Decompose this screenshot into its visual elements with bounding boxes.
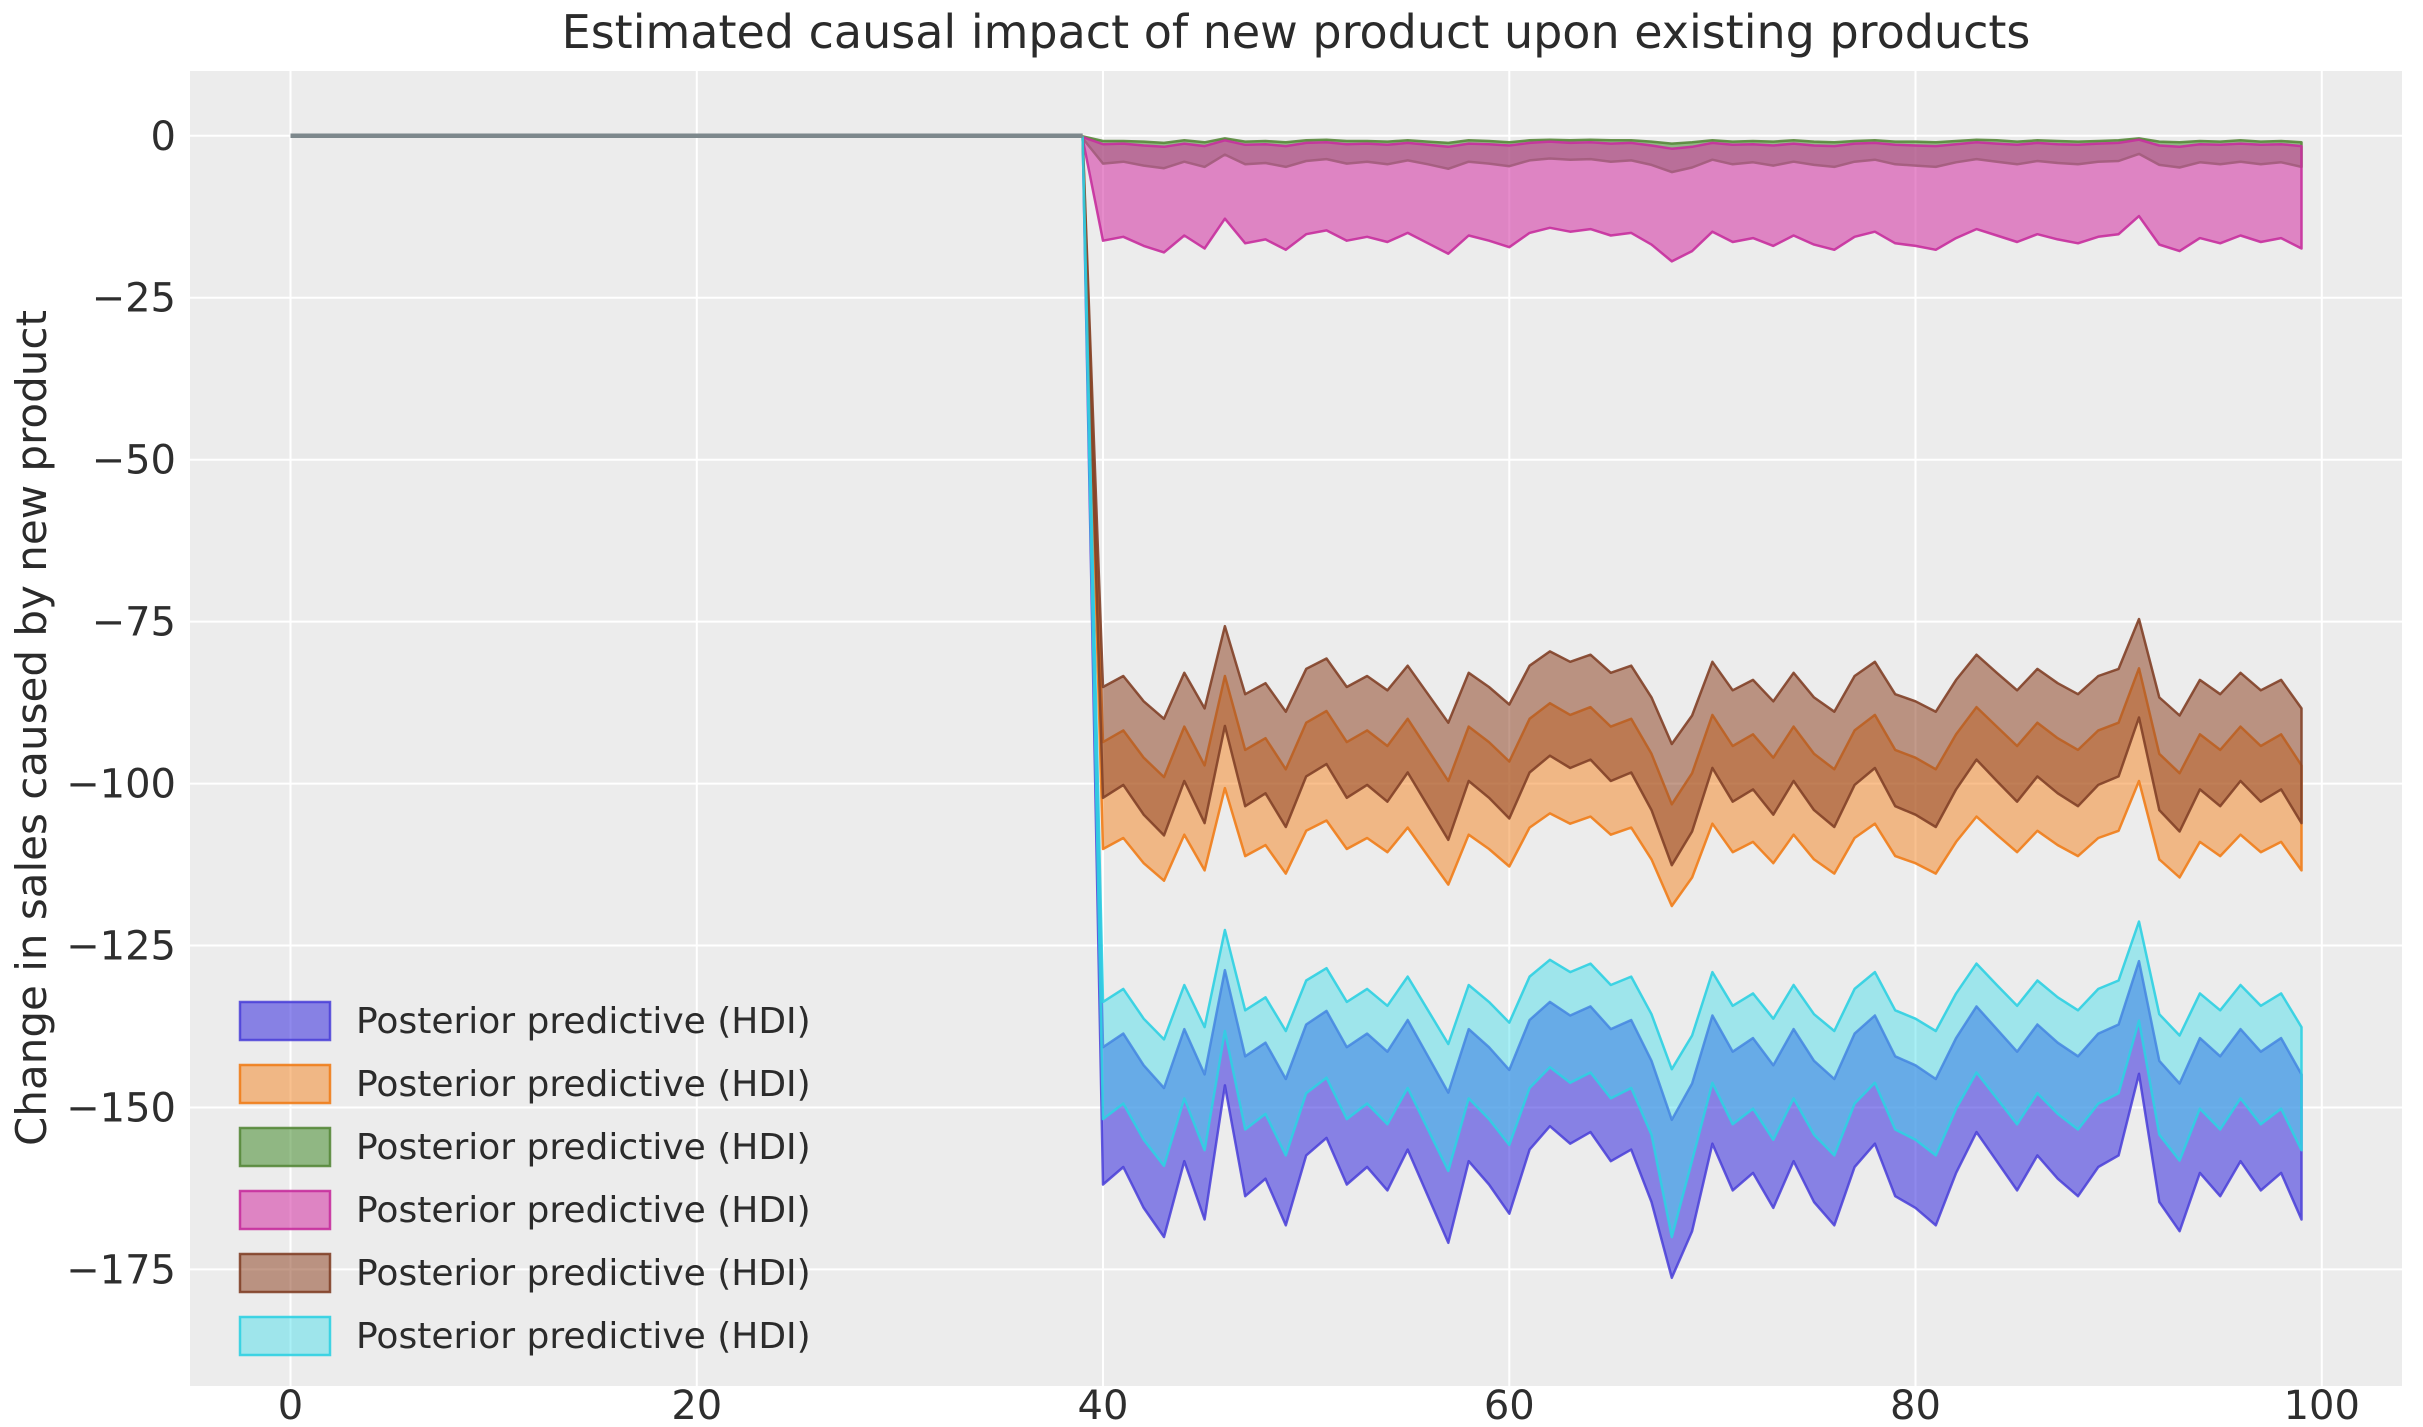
y-axis-label: Change in sales caused by new product [7, 310, 56, 1146]
legend-label: Posterior predictive (HDI) [356, 1253, 811, 1294]
y-tick-label--25: −25 [92, 276, 176, 322]
legend-entry-2: Posterior predictive (HDI) [238, 1126, 811, 1168]
tick-label-layer: 0 20 40 60 80 100 0 −25 −50 −75 −100 −125 −150 −175 [66, 114, 2360, 1427]
x-tick-label-80: 80 [1890, 1383, 1941, 1423]
legend-swatch-pink [238, 1189, 332, 1231]
legend: Posterior predictive (HDI) Posterior pred… [238, 1000, 811, 1357]
hdi-band-cyan [1081, 135, 2303, 1239]
legend-entry-4: Posterior predictive (HDI) [238, 1252, 811, 1294]
legend-entry-0: Posterior predictive (HDI) [238, 1000, 811, 1042]
x-tick-label-20: 20 [671, 1383, 722, 1423]
legend-entry-5: Posterior predictive (HDI) [238, 1315, 811, 1357]
y-tick-label--100: −100 [66, 762, 176, 808]
hdi-band-purple [1081, 135, 2303, 1280]
hdi-band-pink [1081, 135, 2303, 263]
legend-label: Posterior predictive (HDI) [356, 1001, 811, 1042]
legend-entry-3: Posterior predictive (HDI) [238, 1189, 811, 1231]
hdi-band-layer [1081, 135, 2303, 1280]
y-tick-label--50: −50 [92, 438, 176, 484]
legend-swatch-brown [238, 1252, 332, 1294]
chart-title: Estimated causal impact of new product u… [562, 5, 2031, 59]
legend-entry-1: Posterior predictive (HDI) [238, 1063, 811, 1105]
legend-swatch-orange [238, 1063, 332, 1105]
x-tick-label-0: 0 [278, 1383, 303, 1423]
legend-swatch-cyan [238, 1315, 332, 1357]
x-tick-label-60: 60 [1484, 1383, 1535, 1423]
legend-label: Posterior predictive (HDI) [356, 1127, 811, 1168]
y-tick-label--125: −125 [66, 924, 176, 970]
legend-swatch-green [238, 1126, 332, 1168]
y-tick-label-0: 0 [151, 114, 176, 160]
legend-label: Posterior predictive (HDI) [356, 1316, 811, 1357]
y-tick-label--175: −175 [66, 1247, 176, 1293]
y-tick-label--75: −75 [92, 600, 176, 646]
hdi-band-brown [1081, 135, 2303, 867]
x-tick-label-40: 40 [1078, 1383, 1129, 1423]
y-tick-label--150: −150 [66, 1086, 176, 1132]
legend-label: Posterior predictive (HDI) [356, 1064, 811, 1105]
legend-swatch-purple [238, 1000, 332, 1042]
legend-label: Posterior predictive (HDI) [356, 1190, 811, 1231]
x-tick-label-100: 100 [2284, 1383, 2360, 1423]
